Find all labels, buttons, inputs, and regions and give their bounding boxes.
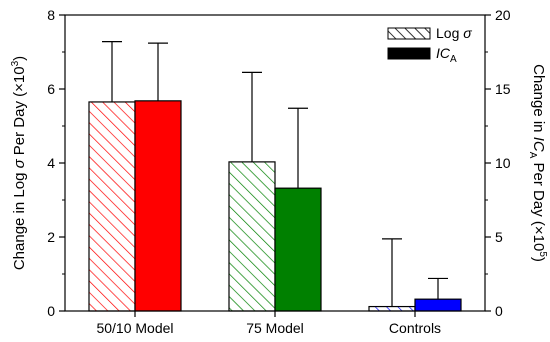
right-axis-title: Change in ICA Per Day (×105) (527, 64, 548, 262)
bars-layer (88, 100, 462, 312)
legend-swatch-hatched (387, 27, 431, 40)
bar-ica-2 (414, 298, 462, 312)
bar-log-sigma-1 (228, 161, 276, 312)
left-tick-label: 2 (47, 229, 55, 245)
right-axis-ticks: 0 5 10 15 20 (485, 7, 511, 319)
x-tick-label: 50/10 Model (96, 320, 173, 336)
bar-log-sigma-0 (88, 101, 136, 312)
x-tick-label: 75 Model (246, 320, 304, 336)
error-bars-layer (102, 41, 448, 307)
left-tick-label: 8 (47, 7, 55, 23)
right-tick-label: 0 (495, 303, 503, 319)
legend-label-log-sigma: Log σ (436, 25, 472, 41)
right-tick-label: 20 (495, 7, 511, 23)
left-tick-label: 0 (47, 303, 55, 319)
right-tick-label: 15 (495, 81, 511, 97)
left-tick-label: 4 (47, 155, 55, 171)
bar-log-sigma-2 (368, 305, 416, 312)
x-axis-ticks: 50/10 Model 75 Model Controls (96, 311, 441, 336)
bar-ica-1 (274, 187, 322, 312)
right-tick-label: 5 (495, 229, 503, 245)
right-tick-label: 10 (495, 155, 511, 171)
legend-swatch-solid (387, 47, 431, 60)
legend: Log σ ICA (387, 25, 472, 65)
left-tick-label: 6 (47, 81, 55, 97)
left-axis-ticks: 0 2 4 6 8 (47, 7, 65, 319)
legend-label-ica: ICA (436, 45, 457, 65)
x-tick-label: Controls (389, 320, 441, 336)
left-axis-title: Change in Log σ Per Day (×103) (10, 56, 28, 270)
bar-ica-0 (134, 100, 182, 312)
